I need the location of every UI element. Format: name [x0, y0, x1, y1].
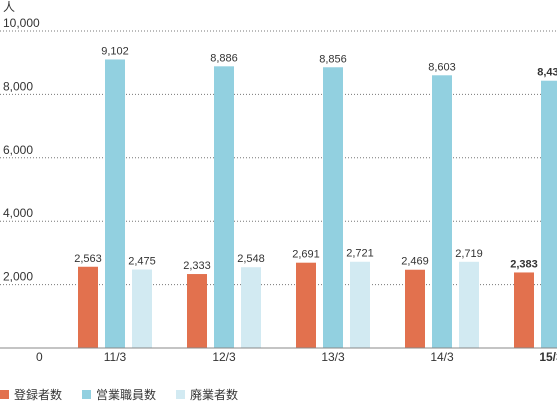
y-tick-label: 10,000 — [3, 16, 40, 30]
x-tick-label: 15/3 — [539, 350, 557, 364]
y-axis-unit-label: 人 — [3, 0, 15, 14]
legend-swatch-sales-staff — [82, 389, 92, 399]
legend-label-registered: 登録者数 — [14, 387, 63, 402]
legend-swatch-registered — [0, 389, 9, 399]
data-label: 8,432 — [537, 67, 557, 79]
legend-swatch-retired — [176, 389, 186, 399]
legend-label-sales-staff: 営業職員数 — [96, 387, 157, 402]
bar — [214, 66, 234, 349]
data-label: 2,691 — [292, 249, 320, 261]
bar — [432, 75, 452, 348]
data-label: 2,475 — [128, 256, 156, 268]
data-label: 2,383 — [510, 258, 538, 270]
bar — [105, 59, 125, 348]
legend-item-sales-staff: 営業職員数 — [82, 386, 156, 403]
bar — [296, 262, 316, 348]
bar — [78, 266, 98, 348]
data-label: 2,469 — [401, 256, 429, 268]
legend-item-retired: 廃業者数 — [176, 386, 238, 403]
bar — [350, 261, 370, 348]
data-label: 2,719 — [455, 248, 483, 260]
data-label: 2,721 — [346, 248, 374, 260]
y-tick-label: 6,000 — [3, 143, 33, 157]
data-label: 2,548 — [237, 253, 265, 265]
bar — [241, 267, 261, 348]
data-label: 8,603 — [428, 61, 456, 73]
legend-item-registered: 登録者数 — [0, 386, 62, 403]
bar — [405, 269, 425, 348]
bar — [514, 272, 534, 348]
x-tick-label: 11/3 — [104, 350, 127, 364]
legend-label-retired: 廃業者数 — [190, 387, 239, 402]
data-label: 2,563 — [74, 253, 102, 265]
data-label: 2,333 — [183, 260, 211, 272]
x-tick-label: 13/3 — [321, 350, 345, 364]
legend: 登録者数 営業職員数 廃業者数 — [0, 386, 258, 402]
data-label: 8,886 — [210, 52, 238, 64]
y-tick-label: 4,000 — [3, 206, 33, 220]
y-tick-label: 0 — [36, 350, 43, 364]
bar — [187, 274, 207, 348]
y-tick-label: 8,000 — [3, 79, 33, 93]
data-label: 9,102 — [101, 45, 129, 57]
y-tick-label: 2,000 — [3, 270, 33, 284]
bar — [459, 261, 479, 348]
bar — [541, 80, 557, 348]
bar — [323, 67, 343, 348]
x-tick-label: 14/3 — [430, 350, 454, 364]
data-label: 8,856 — [319, 53, 347, 65]
bar — [132, 269, 152, 348]
x-tick-label: 12/3 — [212, 350, 236, 364]
